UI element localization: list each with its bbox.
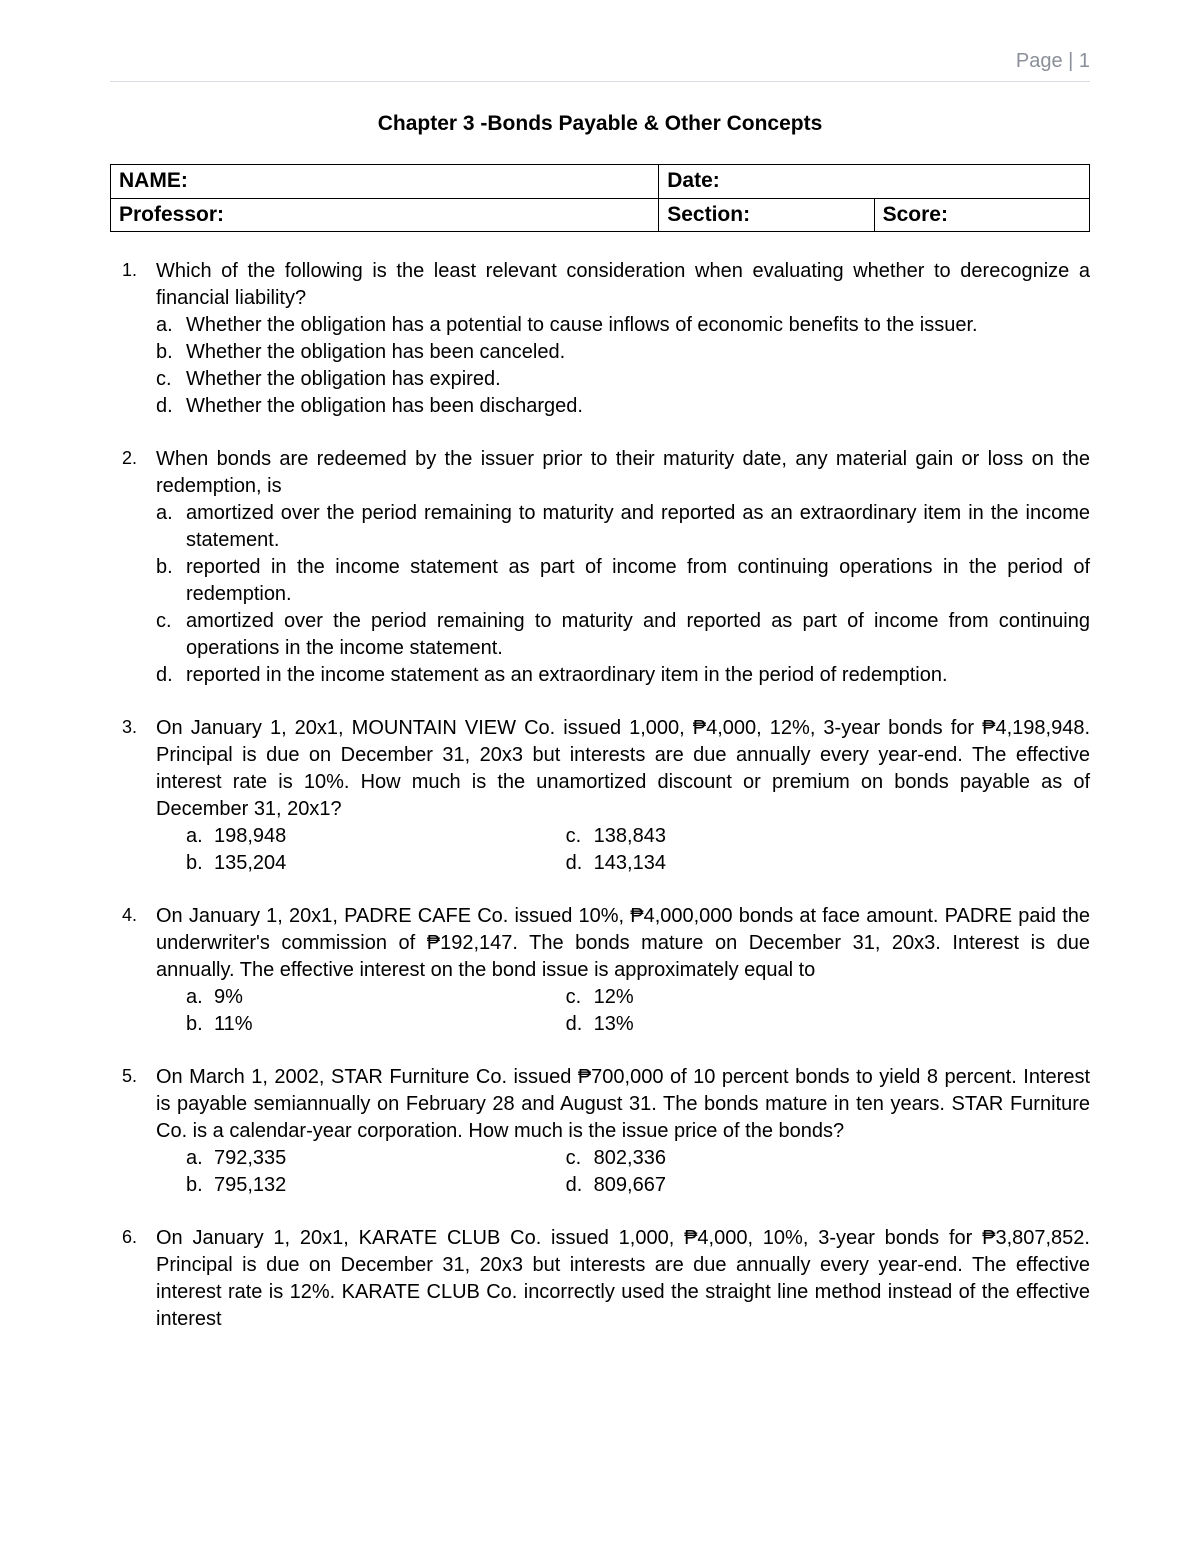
question-stem: On January 1, 20x1, KARATE CLUB Co. issu… bbox=[156, 1225, 1090, 1333]
option-letter: d. bbox=[566, 1172, 594, 1199]
option-text: reported in the income statement as an e… bbox=[186, 664, 948, 686]
option-item: c.12% bbox=[566, 984, 946, 1011]
question-number: 3. bbox=[122, 715, 137, 739]
option-letter: c. bbox=[566, 984, 594, 1011]
question-stem: When bonds are redeemed by the issuer pr… bbox=[156, 446, 1090, 500]
section-cell: Section: bbox=[659, 198, 874, 231]
chapter-title: Chapter 3 -Bonds Payable & Other Concept… bbox=[110, 110, 1090, 138]
option-text: 13% bbox=[594, 1011, 634, 1038]
option-letter: b. bbox=[156, 554, 173, 581]
option-text: amortized over the period remaining to m… bbox=[186, 610, 1090, 659]
option-item: d.Whether the obligation has been discha… bbox=[186, 393, 1090, 420]
option-letter: c. bbox=[156, 608, 172, 635]
questions-list: 1. Which of the following is the least re… bbox=[110, 258, 1090, 1333]
question-item: 3.On January 1, 20x1, MOUNTAIN VIEW Co. … bbox=[156, 715, 1090, 877]
options-two-col: a.198,948b.135,204c.138,843d.143,134 bbox=[156, 823, 1090, 877]
question-number: 6. bbox=[122, 1225, 137, 1249]
option-letter: d. bbox=[156, 393, 173, 420]
option-text: Whether the obligation has expired. bbox=[186, 368, 501, 390]
options-two-col: a. 9%b. 11%c.12%d.13% bbox=[156, 984, 1090, 1038]
question-item: 6.On January 1, 20x1, KARATE CLUB Co. is… bbox=[156, 1225, 1090, 1333]
option-letter: d. bbox=[566, 850, 594, 877]
question-stem: On January 1, 20x1, PADRE CAFE Co. issue… bbox=[156, 903, 1090, 984]
option-item: a.Whether the obligation has a potential… bbox=[186, 312, 1090, 339]
option-text: 198,948 bbox=[214, 823, 286, 850]
option-letter: a. bbox=[156, 500, 173, 527]
options-col-b: c.12%d.13% bbox=[566, 984, 946, 1038]
option-text: Whether the obligation has a potential t… bbox=[186, 314, 978, 336]
question-item: 5.On March 1, 2002, STAR Furniture Co. i… bbox=[156, 1064, 1090, 1199]
option-item: a. 792,335 bbox=[186, 1145, 566, 1172]
option-letter: b. bbox=[156, 339, 173, 366]
option-item: c.Whether the obligation has expired. bbox=[186, 366, 1090, 393]
score-cell: Score: bbox=[874, 198, 1089, 231]
options-col-a: a. 9%b. 11% bbox=[186, 984, 566, 1038]
option-item: d.143,134 bbox=[566, 850, 946, 877]
option-text: Whether the obligation has been canceled… bbox=[186, 341, 565, 363]
option-letter: a. bbox=[186, 823, 214, 850]
option-item: c.amortized over the period remaining to… bbox=[186, 608, 1090, 662]
option-letter: a. bbox=[186, 1145, 214, 1172]
question-stem: On January 1, 20x1, MOUNTAIN VIEW Co. is… bbox=[156, 715, 1090, 823]
option-letter: b. bbox=[186, 1011, 214, 1038]
professor-cell: Professor: bbox=[111, 198, 659, 231]
option-item: b. 11% bbox=[186, 1011, 566, 1038]
options-col-a: a.198,948b.135,204 bbox=[186, 823, 566, 877]
option-text: 802,336 bbox=[594, 1145, 666, 1172]
option-item: b. 795,132 bbox=[186, 1172, 566, 1199]
options-list: a. amortized over the period remaining to… bbox=[156, 500, 1090, 689]
option-letter: a. bbox=[156, 312, 173, 339]
question-stem: On March 1, 2002, STAR Furniture Co. iss… bbox=[156, 1064, 1090, 1145]
options-list: a. Whether the obligation has a potential… bbox=[156, 312, 1090, 420]
question-item: 1.Which of the following is the least re… bbox=[156, 258, 1090, 420]
options-col-b: c.802,336d.809,667 bbox=[566, 1145, 946, 1199]
option-text: Whether the obligation has been discharg… bbox=[186, 395, 583, 417]
option-item: c.802,336 bbox=[566, 1145, 946, 1172]
date-cell: Date: bbox=[659, 165, 1090, 198]
option-item: a.amortized over the period remaining to… bbox=[186, 500, 1090, 554]
option-text: 12% bbox=[594, 984, 634, 1011]
option-text: 809,667 bbox=[594, 1172, 666, 1199]
option-item: c.138,843 bbox=[566, 823, 946, 850]
question-number: 1. bbox=[122, 258, 137, 282]
options-two-col: a. 792,335b. 795,132c.802,336d.809,667 bbox=[156, 1145, 1090, 1199]
option-item: d.809,667 bbox=[566, 1172, 946, 1199]
question-number: 5. bbox=[122, 1064, 137, 1088]
option-letter: b. bbox=[186, 1172, 214, 1199]
option-letter: d. bbox=[156, 662, 173, 689]
options-col-a: a. 792,335b. 795,132 bbox=[186, 1145, 566, 1199]
option-item: b.Whether the obligation has been cancel… bbox=[186, 339, 1090, 366]
option-item: a.198,948 bbox=[186, 823, 566, 850]
option-letter: c. bbox=[566, 1145, 594, 1172]
question-number: 4. bbox=[122, 903, 137, 927]
question-stem: Which of the following is the least rele… bbox=[156, 258, 1090, 312]
option-text: 795,132 bbox=[214, 1172, 286, 1199]
option-text: 143,134 bbox=[594, 850, 666, 877]
option-text: 135,204 bbox=[214, 850, 286, 877]
option-letter: d. bbox=[566, 1011, 594, 1038]
option-text: 9% bbox=[214, 984, 243, 1011]
option-letter: c. bbox=[566, 823, 594, 850]
options-col-b: c.138,843d.143,134 bbox=[566, 823, 946, 877]
option-text: 792,335 bbox=[214, 1145, 286, 1172]
option-text: reported in the income statement as part… bbox=[186, 556, 1090, 605]
info-table: NAME: Date: Professor: Section: Score: bbox=[110, 164, 1090, 232]
option-letter: a. bbox=[186, 984, 214, 1011]
option-text: 138,843 bbox=[594, 823, 666, 850]
option-letter: c. bbox=[156, 366, 172, 393]
question-item: 2.When bonds are redeemed by the issuer … bbox=[156, 446, 1090, 689]
option-text: amortized over the period remaining to m… bbox=[186, 502, 1090, 551]
option-text: 11% bbox=[214, 1011, 253, 1038]
option-item: b.135,204 bbox=[186, 850, 566, 877]
option-item: d.13% bbox=[566, 1011, 946, 1038]
question-number: 2. bbox=[122, 446, 137, 470]
question-item: 4.On January 1, 20x1, PADRE CAFE Co. iss… bbox=[156, 903, 1090, 1038]
name-cell: NAME: bbox=[111, 165, 659, 198]
option-letter: b. bbox=[186, 850, 214, 877]
option-item: a. 9% bbox=[186, 984, 566, 1011]
option-item: b.reported in the income statement as pa… bbox=[186, 554, 1090, 608]
page-header: Page | 1 bbox=[110, 48, 1090, 82]
option-item: d.reported in the income statement as an… bbox=[186, 662, 1090, 689]
